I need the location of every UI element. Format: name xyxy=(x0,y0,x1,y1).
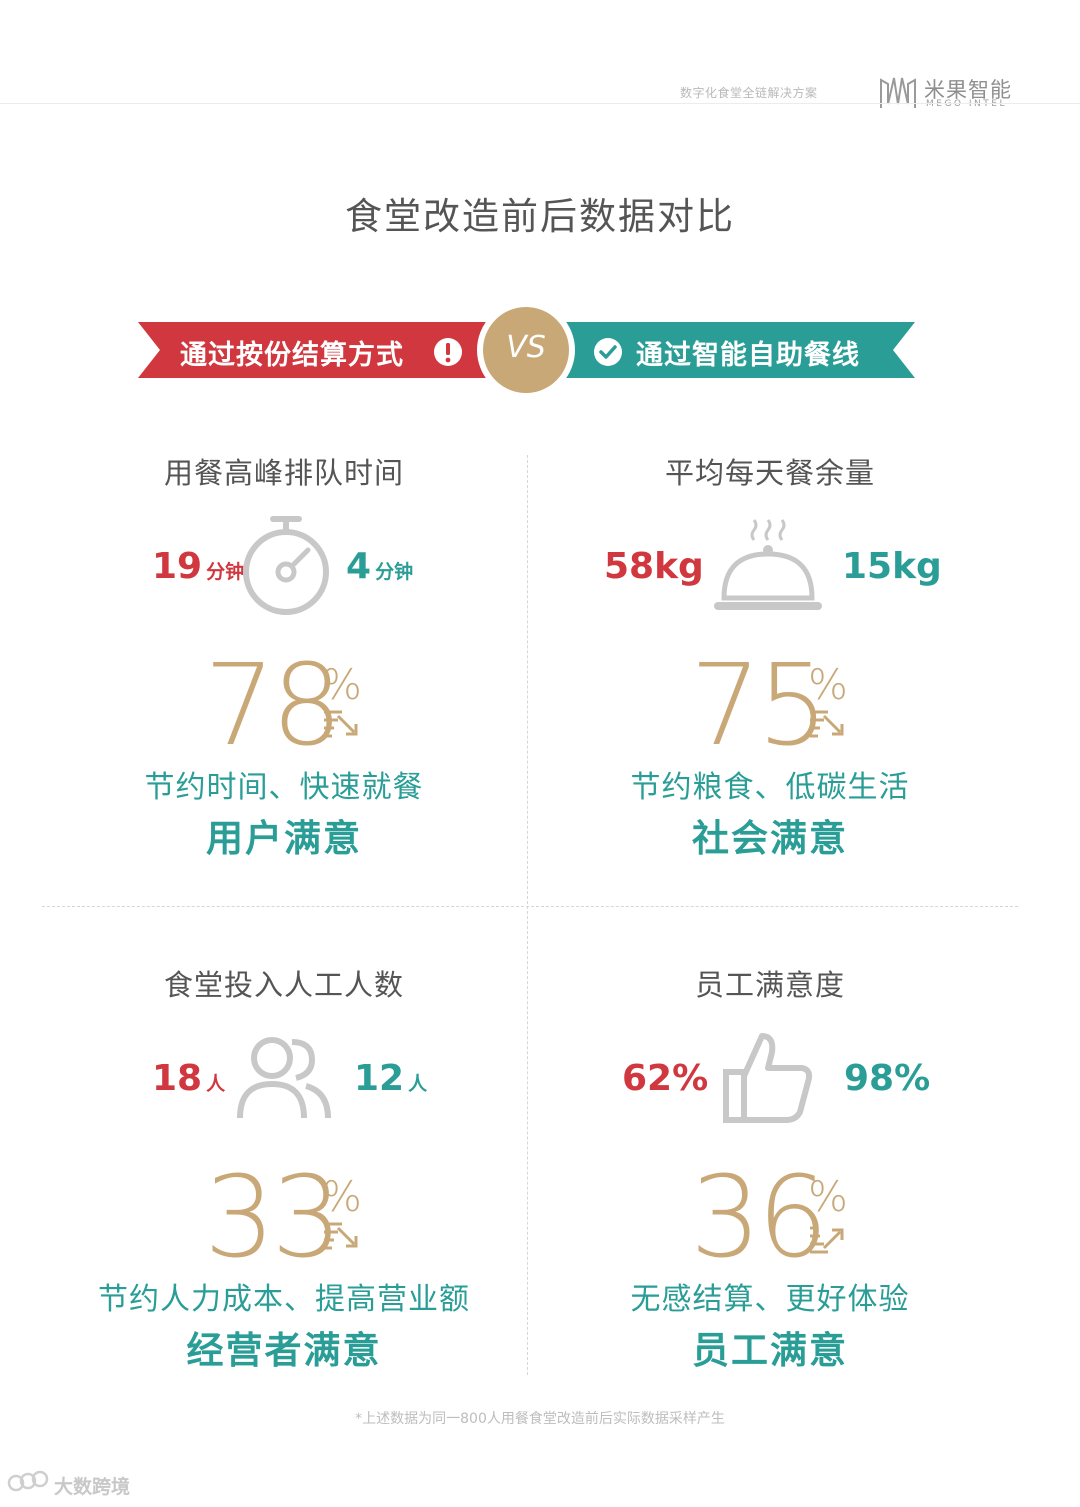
quadrant-food-waste: 平均每天餐余量 58kg 15kg 75 % 节约粮食、低碳生活 社会满意 xyxy=(530,440,1010,880)
benefit-line: 节约人力成本、提高营业额 xyxy=(98,1282,470,1317)
satisfaction-label: 员工满意 xyxy=(692,1329,848,1372)
page-title: 食堂改造前后数据对比 xyxy=(345,195,735,238)
percent-sign: % xyxy=(322,660,362,709)
satisfaction-label: 用户满意 xyxy=(206,817,362,860)
banner-shape xyxy=(138,301,915,399)
check-icon xyxy=(594,338,622,366)
mego-logo-icon xyxy=(880,77,916,108)
quadrant-staff-satisfaction: 员工满意度 62% 98% 36 % 无感结算、更好体验 员工满意 xyxy=(530,952,1010,1392)
down-arrow-icon xyxy=(324,1222,358,1250)
benefit-line: 节约粮食、低碳生活 xyxy=(630,770,910,805)
up-arrow-icon xyxy=(810,1226,844,1254)
logo-en-text: MEGO INTEL xyxy=(926,99,1007,109)
warning-icon xyxy=(434,338,462,366)
banner-right-label: 通过智能自助餐线 xyxy=(636,340,860,371)
after-value: 4 分钟 xyxy=(346,546,414,587)
comparison-banner: 通过按份结算方式 VS 通过智能自助餐线 xyxy=(0,300,1080,410)
percent-value: 33 xyxy=(204,1153,343,1283)
header-subtitle: 数字化食堂全链解决方案 xyxy=(680,86,818,100)
percent-value: 75 xyxy=(690,641,829,771)
down-arrow-icon xyxy=(324,710,358,738)
after-value: 12 人 xyxy=(354,1058,428,1099)
watermark-logo-icon xyxy=(7,1470,49,1492)
vs-badge: VS xyxy=(506,330,546,365)
header-divider xyxy=(0,103,1080,104)
before-value: 18 人 xyxy=(152,1058,226,1099)
stopwatch-icon xyxy=(243,516,329,615)
after-value: 98% xyxy=(844,1058,931,1099)
before-value: 19 分钟 xyxy=(152,546,245,587)
quadrant-title: 员工满意度 xyxy=(694,968,845,1002)
percent-sign: % xyxy=(808,1172,848,1221)
horizontal-divider xyxy=(42,906,1018,907)
percent-sign: % xyxy=(322,1172,362,1221)
down-arrow-icon xyxy=(810,710,844,738)
watermark: 大数跨境 xyxy=(54,1476,131,1498)
after-value: 15kg xyxy=(842,546,942,587)
percent-sign: % xyxy=(808,660,848,709)
percent-value: 36 xyxy=(690,1153,829,1283)
before-value: 62% xyxy=(622,1058,709,1099)
footnote: *上述数据为同一800人用餐食堂改造前后实际数据采样产生 xyxy=(355,1411,725,1427)
vertical-divider xyxy=(527,455,528,1375)
percent-value: 78 xyxy=(204,641,343,771)
benefit-line: 无感结算、更好体验 xyxy=(630,1282,910,1317)
quadrant-staff-count: 食堂投入人工人数 18 人 12 人 33 % 节约人力成本、提高营业额 经营者满意 xyxy=(44,952,524,1392)
quadrant-title: 用餐高峰排队时间 xyxy=(163,456,404,490)
quadrant-queue-time: 用餐高峰排队时间 19 分钟 4 分钟 78 % 节约时间、快速就餐 用户满意 xyxy=(44,440,524,880)
brand-logo: 米果智能 MEGO INTEL xyxy=(878,72,1028,112)
quadrant-title: 食堂投入人工人数 xyxy=(163,968,404,1002)
people-icon xyxy=(237,1037,331,1119)
benefit-line: 节约时间、快速就餐 xyxy=(144,770,424,805)
thumbs-up-icon xyxy=(723,1033,813,1123)
satisfaction-label: 经营者满意 xyxy=(186,1329,382,1372)
banner-left-label: 通过按份结算方式 xyxy=(180,340,404,371)
before-value: 58kg xyxy=(604,546,704,587)
food-cloche-icon xyxy=(714,519,822,610)
satisfaction-label: 社会满意 xyxy=(692,817,848,860)
quadrant-title: 平均每天餐余量 xyxy=(664,456,875,490)
logo-cn-text: 米果智能 xyxy=(924,78,1012,102)
